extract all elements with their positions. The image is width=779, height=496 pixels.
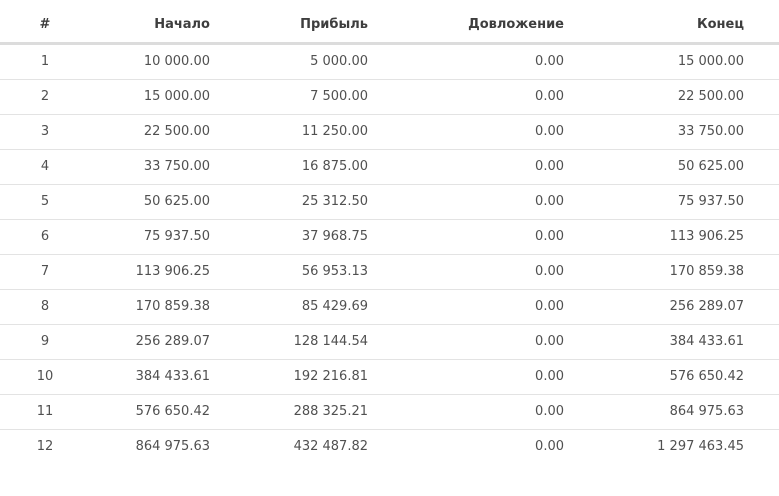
cell-row-number: 6 <box>0 219 90 255</box>
cell-addition: 0.00 <box>535 439 564 454</box>
cell-row-number: 1 <box>0 43 90 80</box>
cell-profit: 192 216.81 <box>210 359 368 395</box>
cell-start: 50 625.00 <box>90 184 210 220</box>
table-row: 11 576 650.42 288 325.21 0.00 864 975.63 <box>0 394 779 430</box>
col-header-addition: Довложение <box>368 0 564 45</box>
cell-start: 864 975.63 <box>135 439 210 454</box>
table-row: 2 15 000.00 7 500.00 0.00 22 500.00 <box>0 79 779 115</box>
col-header-end: Конец <box>564 0 779 45</box>
cell-start: 75 937.50 <box>90 219 210 255</box>
cell-profit: 128 144.54 <box>210 324 368 360</box>
investment-results-table: # Начало Прибыль Довложение Конец 1 10 00… <box>0 0 779 465</box>
cell-row-number: 7 <box>0 254 90 290</box>
cell-start: 384 433.61 <box>90 359 210 395</box>
table-header: # Начало Прибыль Довложение Конец <box>0 0 779 45</box>
cell-profit: 25 312.50 <box>210 184 368 220</box>
cell-row-number: 9 <box>0 324 90 360</box>
cell-profit: 5 000.00 <box>210 43 368 80</box>
cell-profit: 7 500.00 <box>210 79 368 115</box>
cell-end: 113 906.25 <box>564 219 779 255</box>
col-header-row-number: # <box>0 0 90 45</box>
table-row: 3 22 500.00 11 250.00 0.00 33 750.00 <box>0 114 779 150</box>
cell-row-number: 3 <box>0 114 90 150</box>
cell-end: 22 500.00 <box>564 79 779 115</box>
cell-row-number: 5 <box>0 184 90 220</box>
cell-addition: 0.00 <box>368 184 564 220</box>
cell-row-number: 11 <box>0 394 90 430</box>
cell-profit: 85 429.69 <box>210 289 368 325</box>
cell-end: 256 289.07 <box>564 289 779 325</box>
table-row: 9 256 289.07 128 144.54 0.00 384 433.61 <box>0 324 779 360</box>
cell-profit: 56 953.13 <box>210 254 368 290</box>
cell-start: 113 906.25 <box>90 254 210 290</box>
cell-row-number: 12 <box>36 439 54 454</box>
cell-addition: 0.00 <box>368 79 564 115</box>
cell-row-number: 2 <box>0 79 90 115</box>
cell-end: 33 750.00 <box>564 114 779 150</box>
cell-end: 384 433.61 <box>564 324 779 360</box>
col-header-start: Начало <box>90 0 210 45</box>
cell-end: 576 650.42 <box>564 359 779 395</box>
table-row: 10 384 433.61 192 216.81 0.00 576 650.42 <box>0 359 779 395</box>
cell-addition: 0.00 <box>368 149 564 185</box>
cell-start: 22 500.00 <box>90 114 210 150</box>
table-header-row: # Начало Прибыль Довложение Конец <box>0 0 779 45</box>
cell-row-number: 10 <box>0 359 90 395</box>
cell-end: 1 297 463.45 <box>657 439 744 454</box>
cell-addition: 0.00 <box>368 254 564 290</box>
cell-start: 576 650.42 <box>90 394 210 430</box>
table-row: 1 10 000.00 5 000.00 0.00 15 000.00 <box>0 43 779 80</box>
cell-profit: 16 875.00 <box>210 149 368 185</box>
table-row: 7 113 906.25 56 953.13 0.00 170 859.38 <box>0 254 779 290</box>
cell-row-number: 4 <box>0 149 90 185</box>
table-row: 5 50 625.00 25 312.50 0.00 75 937.50 <box>0 184 779 220</box>
cell-addition: 0.00 <box>368 114 564 150</box>
cell-addition: 0.00 <box>368 324 564 360</box>
cell-profit: 37 968.75 <box>210 219 368 255</box>
cell-addition: 0.00 <box>368 43 564 80</box>
cell-end: 15 000.00 <box>564 43 779 80</box>
cell-start: 33 750.00 <box>90 149 210 185</box>
cell-profit: 11 250.00 <box>210 114 368 150</box>
cell-addition: 0.00 <box>368 394 564 430</box>
cell-start: 10 000.00 <box>90 43 210 80</box>
table-row: 12 864 975.63 432 487.82 0.00 1 297 463.45 <box>0 430 779 465</box>
cell-addition: 0.00 <box>368 289 564 325</box>
cell-addition: 0.00 <box>368 219 564 255</box>
col-header-profit: Прибыль <box>210 0 368 45</box>
cell-end: 50 625.00 <box>564 149 779 185</box>
cell-end: 75 937.50 <box>564 184 779 220</box>
cell-end: 864 975.63 <box>564 394 779 430</box>
cell-start: 256 289.07 <box>90 324 210 360</box>
table-body: 1 10 000.00 5 000.00 0.00 15 000.00 2 15 000.0… <box>0 43 779 465</box>
table-row: 6 75 937.50 37 968.75 0.00 113 906.25 <box>0 219 779 255</box>
table-row: 8 170 859.38 85 429.69 0.00 256 289.07 <box>0 289 779 325</box>
cell-start: 170 859.38 <box>90 289 210 325</box>
cell-profit: 432 487.82 <box>293 439 368 454</box>
cell-addition: 0.00 <box>368 359 564 395</box>
cell-end: 170 859.38 <box>564 254 779 290</box>
table-row: 4 33 750.00 16 875.00 0.00 50 625.00 <box>0 149 779 185</box>
cell-profit: 288 325.21 <box>210 394 368 430</box>
cell-row-number: 8 <box>0 289 90 325</box>
cell-start: 15 000.00 <box>90 79 210 115</box>
